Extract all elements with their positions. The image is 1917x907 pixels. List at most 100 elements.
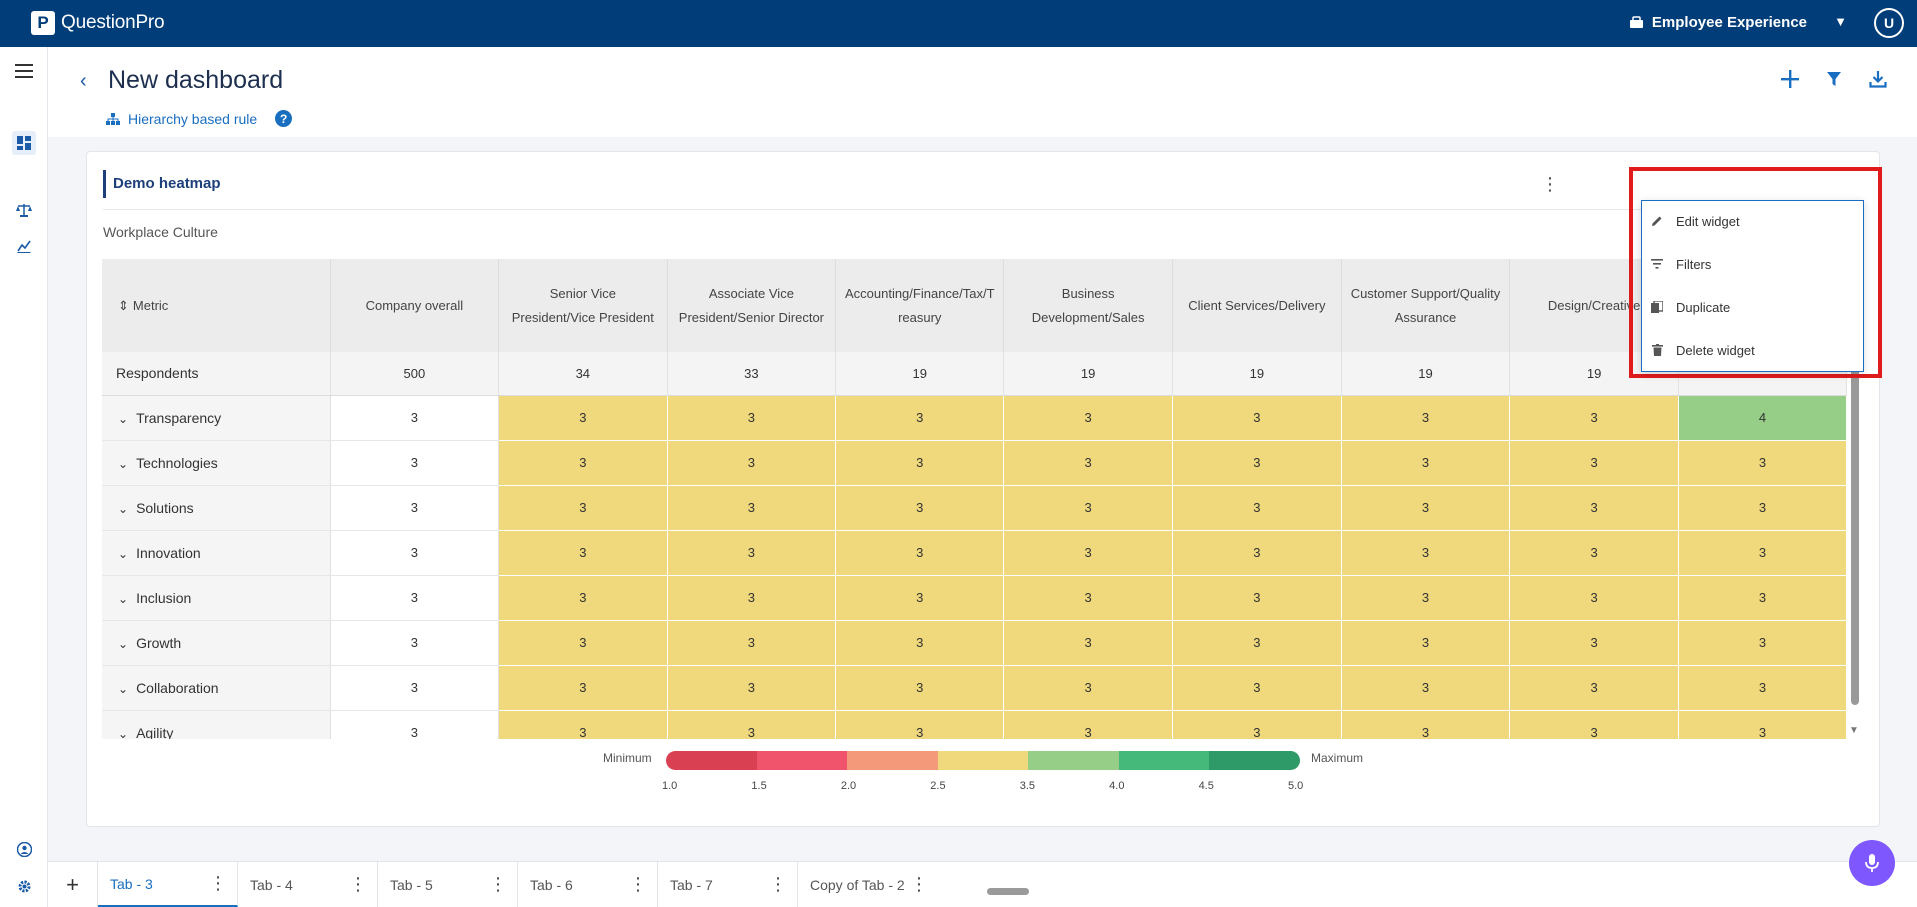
overall-cell: 3: [330, 665, 500, 711]
heatmap-cell: 3: [1003, 395, 1174, 441]
avatar[interactable]: U: [1874, 8, 1904, 38]
metric-row-label[interactable]: ⌄ Collaboration: [102, 665, 331, 711]
tab-options-kebab-icon[interactable]: ⋮: [349, 874, 367, 894]
heatmap-cell: 3: [835, 440, 1005, 486]
heatmap-cell: 3: [1678, 665, 1847, 711]
heatmap-cell: 3: [1003, 665, 1174, 711]
heatmap-cell: 3: [1341, 575, 1511, 621]
page-title: New dashboard: [108, 66, 284, 94]
table-row[interactable]: ⌄ Inclusion 3 3 3 3 3 3 3 3 3: [102, 575, 1847, 621]
balance-scale-icon[interactable]: [12, 198, 36, 222]
sort-icon[interactable]: ⇕: [118, 297, 129, 313]
heatmap-cell: 3: [667, 665, 837, 711]
heatmap-cell: 3: [1509, 710, 1679, 739]
chevron-down-icon[interactable]: ⌄: [118, 726, 129, 740]
tab-options-kebab-icon[interactable]: ⋮: [629, 874, 647, 894]
questionpro-logo[interactable]: P QuestionPro: [31, 11, 165, 35]
column-header-metric[interactable]: ⇕ Metric: [102, 259, 331, 352]
heatmap-cell: 3: [1172, 620, 1342, 666]
respondents-row: Respondents 500 34 33 19 19 19 19 19: [102, 352, 1847, 396]
table-row[interactable]: ⌄ Solutions 3 3 3 3 3 3 3 3 3: [102, 485, 1847, 531]
help-icon[interactable]: ?: [275, 110, 293, 127]
tab-label: Tab - 5: [390, 876, 433, 893]
filter-icon[interactable]: [1823, 68, 1845, 90]
heatmap-cell: 3: [1172, 665, 1342, 711]
chevron-down-icon[interactable]: ⌄: [118, 456, 129, 471]
product-switcher[interactable]: Employee Experience: [1629, 14, 1807, 31]
tab-options-kebab-icon[interactable]: ⋮: [769, 874, 787, 894]
tab-options-kebab-icon[interactable]: ⋮: [910, 874, 928, 894]
table-row[interactable]: ⌄ Transparency 3 3 3 3 3 3 3 3 4: [102, 395, 1847, 441]
microphone-button[interactable]: [1849, 840, 1895, 886]
line-chart-icon[interactable]: [12, 234, 36, 258]
metric-row-label[interactable]: ⌄ Growth: [102, 620, 331, 666]
logo-mark: P: [31, 11, 55, 35]
tab-options-kebab-icon[interactable]: ⋮: [209, 873, 227, 893]
overall-cell: 3: [330, 530, 500, 576]
legend-tick-label: 5.0: [1288, 780, 1304, 792]
heatmap-cell: 3: [498, 665, 668, 711]
table-scrollbar[interactable]: [1851, 355, 1859, 705]
menu-item-filters[interactable]: Filters: [1650, 252, 1711, 276]
chevron-down-icon[interactable]: ▼: [1834, 14, 1847, 29]
heatmap-cell: 3: [1509, 665, 1679, 711]
heatmap-cell: 3: [835, 530, 1005, 576]
metric-name: Solutions: [136, 499, 194, 516]
menu-item-label: Duplicate: [1676, 299, 1731, 315]
dashboard-icon[interactable]: [12, 131, 36, 155]
user-shield-icon[interactable]: [12, 837, 36, 861]
chevron-down-icon[interactable]: ⌄: [118, 501, 129, 516]
legend-segment: [1118, 751, 1210, 770]
chevron-down-icon[interactable]: ⌄: [118, 546, 129, 561]
tab[interactable]: Tab - 4 ⋮: [238, 862, 378, 907]
menu-item-delete-widget[interactable]: Delete widget: [1650, 338, 1755, 362]
column-header: Accounting/Finance/Tax/Treasury: [835, 259, 1005, 352]
hamburger-menu-icon[interactable]: [12, 59, 36, 83]
respondents-label: Respondents: [102, 352, 331, 396]
heatmap-cell: 3: [667, 440, 837, 486]
metric-row-label[interactable]: ⌄ Innovation: [102, 530, 331, 576]
menu-item-label: Filters: [1676, 256, 1712, 272]
table-row[interactable]: ⌄ Innovation 3 3 3 3 3 3 3 3 3: [102, 530, 1847, 576]
legend-min-label: Minimum: [603, 751, 652, 765]
heatmap-cell: 3: [667, 485, 837, 531]
tab[interactable]: Copy of Tab - 2 ⋮: [798, 862, 938, 907]
menu-item-edit-widget[interactable]: Edit widget: [1650, 209, 1740, 233]
chevron-down-icon[interactable]: ⌄: [118, 681, 129, 696]
metric-row-label[interactable]: ⌄ Solutions: [102, 485, 331, 531]
tab-options-kebab-icon[interactable]: ⋮: [489, 874, 507, 894]
chevron-down-icon[interactable]: ⌄: [118, 591, 129, 606]
heatmap-cell: 3: [835, 575, 1005, 621]
chevron-down-icon[interactable]: ⌄: [118, 636, 129, 651]
back-arrow-icon[interactable]: ‹: [80, 70, 87, 92]
metric-row-label[interactable]: ⌄ Inclusion: [102, 575, 331, 621]
product-name: Employee Experience: [1651, 14, 1807, 31]
overall-cell: 3: [330, 440, 500, 486]
hierarchy-rule-link[interactable]: Hierarchy based rule ?: [106, 110, 293, 127]
tab[interactable]: Tab - 3 ⋮: [98, 862, 238, 907]
metric-row-label[interactable]: ⌄ Transparency: [102, 395, 331, 441]
tab[interactable]: Tab - 5 ⋮: [378, 862, 518, 907]
gear-icon[interactable]: [12, 874, 36, 898]
legend-segment: [666, 751, 757, 770]
metric-row-label[interactable]: ⌄ Agility: [102, 710, 331, 740]
legend-tick-label: 1.5: [751, 780, 767, 792]
table-row[interactable]: ⌄ Agility 3 3 3 3 3 3 3 3 3: [102, 710, 1847, 739]
tab[interactable]: Tab - 6 ⋮: [518, 862, 658, 907]
tab-scrollbar[interactable]: [987, 888, 1029, 895]
scroll-down-arrow-icon[interactable]: ▼: [1849, 725, 1859, 736]
tab[interactable]: Tab - 7 ⋮: [658, 862, 798, 907]
table-row[interactable]: ⌄ Technologies 3 3 3 3 3 3 3 3 3: [102, 440, 1847, 486]
add-tab-button[interactable]: +: [48, 862, 98, 907]
chevron-down-icon[interactable]: ⌄: [118, 411, 129, 426]
table-row[interactable]: ⌄ Growth 3 3 3 3 3 3 3 3 3: [102, 620, 1847, 666]
add-icon[interactable]: [1779, 68, 1801, 90]
widget-options-kebab-icon[interactable]: ⋮: [1541, 173, 1559, 194]
logo-text: QuestionPro: [61, 12, 165, 33]
metric-row-label[interactable]: ⌄ Technologies: [102, 440, 331, 486]
heatmap-cell: 3: [667, 395, 837, 441]
download-icon[interactable]: [1867, 68, 1889, 90]
table-row[interactable]: ⌄ Collaboration 3 3 3 3 3 3 3 3 3: [102, 665, 1847, 711]
heatmap-cell: 3: [1509, 530, 1679, 576]
menu-item-duplicate[interactable]: Duplicate: [1650, 295, 1730, 319]
